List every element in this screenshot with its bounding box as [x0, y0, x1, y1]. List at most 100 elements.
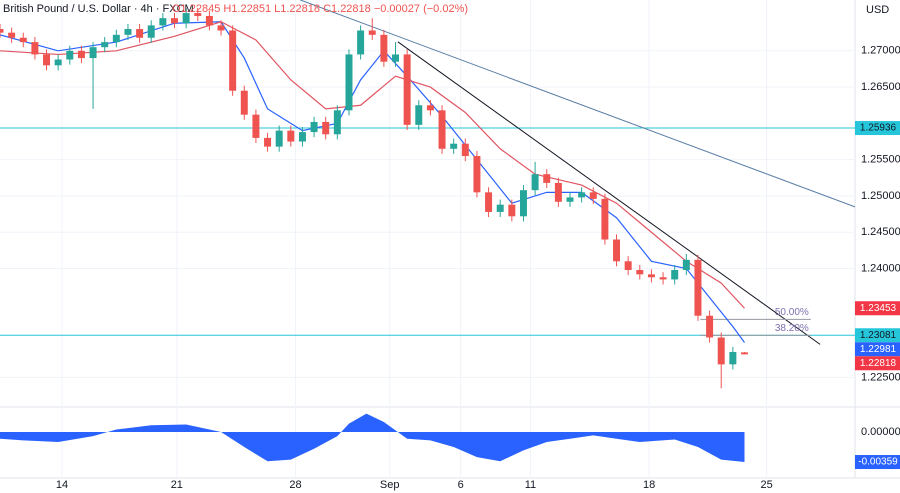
candle-body	[519, 190, 527, 217]
candle-body	[578, 192, 586, 198]
candle-body	[264, 137, 272, 147]
candle-body	[43, 54, 51, 66]
osc-value-box	[855, 455, 900, 470]
candle-body	[450, 143, 458, 149]
candle-body	[392, 54, 399, 62]
candle-body	[182, 13, 190, 24]
candle-body	[694, 259, 702, 316]
candle-body	[461, 143, 469, 157]
candle-body	[508, 204, 516, 217]
fib-label: 38.20%	[775, 323, 809, 334]
candle-body	[438, 110, 446, 149]
y-tick-label: 1.26500	[861, 81, 900, 93]
candle-body	[275, 130, 283, 147]
candle-body	[205, 15, 213, 26]
candle-body	[368, 30, 376, 35]
price-label-box	[855, 342, 900, 357]
candle-body	[426, 105, 434, 111]
price-label-box	[855, 356, 900, 371]
candle-body	[310, 121, 318, 133]
price-label: 1.22981	[860, 344, 897, 355]
ohlc-stats: O1.22845 H1.22851 L1.22818 C1.22818 −0.0…	[172, 3, 468, 15]
price-label: 1.22818	[860, 358, 897, 369]
candle-body	[287, 130, 295, 142]
candle-body	[403, 54, 411, 125]
symbol-title: British Pound / U.S. Dollar · 4h · FXCM	[3, 3, 194, 15]
candle-body	[566, 197, 574, 202]
x-tick-label: 14	[56, 479, 68, 491]
candle-body	[741, 352, 748, 355]
trend-line	[397, 41, 821, 345]
y-tick-label: 1.25500	[861, 154, 900, 166]
candle-body	[31, 42, 39, 55]
candle-body	[496, 204, 504, 212]
candle-body	[380, 34, 388, 62]
price-label-box	[855, 121, 900, 136]
candle-body	[706, 315, 714, 338]
trend-line	[299, 0, 856, 208]
y-tick-label: 1.25000	[861, 190, 900, 202]
candle-body	[171, 18, 178, 24]
candle-body	[147, 25, 155, 38]
candle-body	[647, 274, 655, 278]
candle-body	[554, 182, 562, 202]
currency: USD	[866, 4, 889, 16]
candle-body	[194, 13, 202, 16]
candle-body	[19, 37, 27, 43]
candle-body	[54, 59, 62, 66]
candle-body	[671, 270, 679, 280]
axis: 1.22500 1.24000 1.24500 1.25000 1.25500 1.265…	[56, 45, 900, 491]
candle-body	[682, 259, 690, 270]
price-label-box	[855, 328, 900, 343]
candle-body	[485, 192, 493, 212]
candle-body	[543, 174, 551, 183]
candle-body	[322, 121, 330, 135]
candle-body	[613, 239, 621, 262]
fib-label: 50.00%	[775, 307, 809, 318]
candle-body	[298, 132, 306, 142]
x-tick-label: 18	[643, 479, 655, 491]
candle-body	[136, 29, 144, 38]
candle-body	[345, 54, 353, 111]
osc-tick-label: 0.00000	[861, 426, 900, 438]
y-tick-label: 1.22500	[861, 371, 900, 383]
candle-body	[77, 50, 85, 59]
candle-body	[112, 34, 120, 43]
candle-body	[717, 337, 725, 365]
candle-body	[333, 110, 341, 135]
candle-body	[659, 277, 667, 280]
candle-body	[89, 47, 97, 59]
candle-body	[624, 261, 632, 270]
candle-body	[531, 174, 539, 191]
candle-body	[124, 29, 132, 35]
candle-body	[589, 192, 597, 199]
oscillator-area	[0, 413, 745, 463]
y-tick-label: 1.24500	[861, 226, 900, 238]
candle-body	[601, 198, 609, 240]
candle-body	[8, 32, 16, 38]
candle-body	[415, 105, 423, 125]
plot: 50.00% 38.20%	[0, 0, 856, 463]
price-label: 1.25936	[860, 123, 897, 134]
candle-body	[473, 156, 481, 193]
y-tick-label: 1.27000	[861, 45, 900, 57]
price-label-box	[855, 301, 900, 316]
candle-body	[636, 270, 644, 275]
candle-body	[729, 352, 737, 365]
price-label: 1.23453	[860, 303, 897, 314]
candle-body	[217, 25, 225, 31]
x-tick-label: 21	[171, 479, 183, 491]
x-tick-label: Sep	[380, 479, 400, 491]
x-tick-label: 6	[458, 479, 464, 491]
x-tick-label: 28	[289, 479, 301, 491]
grid	[0, 0, 855, 478]
candle-body	[252, 114, 260, 138]
x-tick-label: 25	[760, 479, 772, 491]
y-tick-label: 1.24000	[861, 262, 900, 274]
x-tick-label: 11	[525, 479, 536, 491]
candle-body	[0, 29, 4, 33]
candle-body	[229, 30, 237, 91]
candle-body	[240, 90, 248, 115]
candle-body	[66, 50, 74, 60]
